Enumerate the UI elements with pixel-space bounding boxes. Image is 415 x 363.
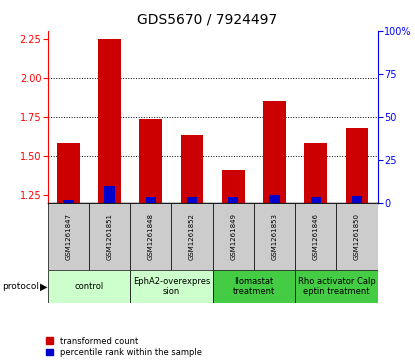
Bar (171, 203, 213, 270)
Bar (63, 200, 73, 203)
Bar (181, 135, 203, 203)
Text: GSM1261846: GSM1261846 (313, 213, 319, 260)
Text: GSM1261847: GSM1261847 (65, 213, 71, 260)
Text: protocol: protocol (2, 282, 39, 291)
Bar (139, 119, 162, 203)
Bar (130, 270, 213, 303)
Bar (48, 270, 130, 303)
Bar (337, 203, 378, 270)
Text: GSM1261850: GSM1261850 (354, 213, 360, 260)
Text: control: control (74, 282, 104, 291)
Bar (213, 270, 295, 303)
Text: GDS5670 / 7924497: GDS5670 / 7924497 (137, 13, 278, 27)
Bar (346, 128, 369, 203)
Bar (222, 170, 245, 203)
Bar (89, 203, 130, 270)
Legend: transformed count, percentile rank within the sample: transformed count, percentile rank withi… (46, 337, 202, 357)
Bar (213, 203, 254, 270)
Text: GSM1261848: GSM1261848 (148, 213, 154, 260)
Bar (48, 203, 89, 270)
Text: Ilomastat
treatment: Ilomastat treatment (233, 277, 275, 297)
Bar (295, 270, 378, 303)
Bar (98, 39, 121, 203)
Bar (269, 195, 280, 203)
Text: GSM1261853: GSM1261853 (271, 213, 278, 260)
Bar (305, 143, 327, 203)
Bar (263, 101, 286, 203)
Text: GSM1261852: GSM1261852 (189, 213, 195, 260)
Bar (295, 203, 337, 270)
Text: GSM1261851: GSM1261851 (107, 213, 112, 260)
Bar (105, 186, 115, 203)
Bar (146, 197, 156, 203)
Bar (254, 203, 295, 270)
Bar (352, 196, 362, 203)
Text: ▶: ▶ (40, 282, 47, 292)
Bar (130, 203, 171, 270)
Bar (187, 197, 197, 203)
Text: EphA2-overexpres
sion: EphA2-overexpres sion (133, 277, 210, 297)
Bar (311, 197, 321, 203)
Bar (228, 197, 239, 203)
Bar (57, 143, 80, 203)
Text: Rho activator Calp
eptin treatment: Rho activator Calp eptin treatment (298, 277, 375, 297)
Text: GSM1261849: GSM1261849 (230, 213, 236, 260)
